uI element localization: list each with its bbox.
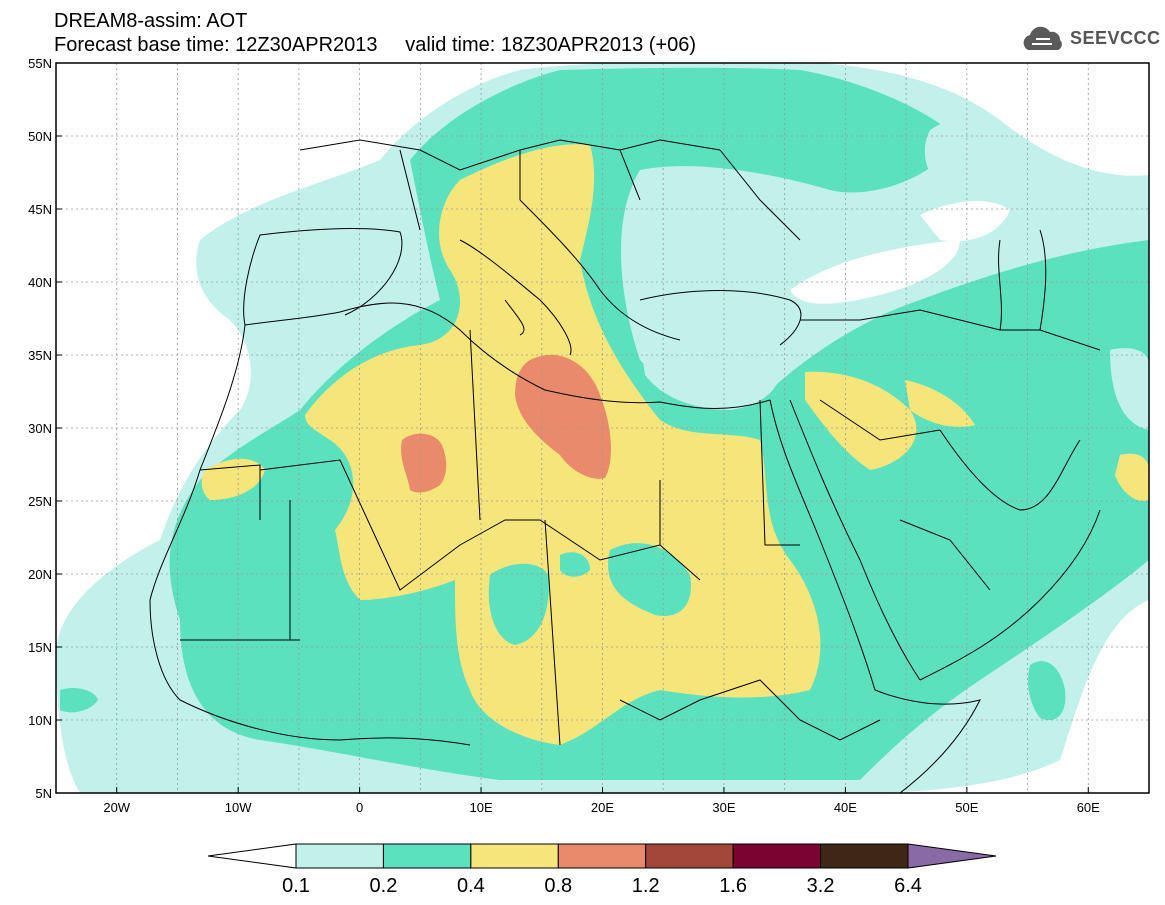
colorbar-label: 0.1 <box>282 875 310 897</box>
lon-tick-label: 20W <box>103 800 130 815</box>
lat-tick-label: 45N <box>28 202 52 217</box>
coastline-red-sea <box>769 399 921 691</box>
lat-tick-label: 30N <box>28 421 52 436</box>
colorbar-swatch <box>295 843 384 869</box>
aot-gap-central-asia <box>920 200 1010 242</box>
country-borders <box>149 139 1101 793</box>
aot-patch-gulf <box>905 380 975 427</box>
colorbar-label: 6.4 <box>894 875 922 897</box>
lat-tick-label: 25N <box>28 494 52 509</box>
coastline-italy <box>459 239 572 356</box>
lon-tick-label: 10E <box>469 800 492 815</box>
cloud-icon <box>1023 26 1062 50</box>
aot-hole-med <box>640 333 783 410</box>
aot-patch-arabia <box>805 371 917 470</box>
coastline-balkans <box>519 199 681 341</box>
colorbar-swatch <box>732 843 822 869</box>
lat-tick-label: 5N <box>35 786 52 801</box>
colorbar-swatch <box>557 843 647 869</box>
longitude-tick-labels: 20W 10W 0 10E 20E 30E 40E 50E 60E <box>103 787 1100 815</box>
seevccc-logo: SEEVCCC <box>1018 24 1161 56</box>
colorbar-label: 0.2 <box>370 875 398 897</box>
aot-patch-east-edge <box>1115 453 1149 501</box>
border-middle-east <box>800 309 1101 591</box>
lat-tick-label: 20N <box>28 567 52 582</box>
border-saharan <box>180 329 800 746</box>
lon-tick-label: 0 <box>356 800 363 815</box>
border-europe <box>299 139 801 241</box>
colorbar-swatch <box>470 843 559 869</box>
aot-hole-small <box>560 552 590 577</box>
aot-patch-guinea <box>60 688 98 713</box>
aot-hole-chad <box>488 563 549 645</box>
lat-tick-label: 10N <box>28 713 52 728</box>
colorbar-over-triangle <box>907 843 997 869</box>
lon-tick-label: 10W <box>225 800 252 815</box>
coastline-caspian <box>998 229 1047 331</box>
lon-tick-label: 30E <box>712 800 735 815</box>
colorbar-swatch <box>382 843 472 869</box>
aot-patch-west <box>201 458 265 500</box>
lon-tick-label: 20E <box>591 800 614 815</box>
colorbar-label: 1.6 <box>719 875 747 897</box>
lat-tick-label: 15N <box>28 640 52 655</box>
colorbar-under-triangle <box>207 843 297 869</box>
lon-tick-label: 50E <box>955 800 978 815</box>
colorbar-swatch <box>820 843 909 869</box>
lat-tick-label: 40N <box>28 275 52 290</box>
aot-contour-0.8-libya <box>515 354 612 479</box>
coastline-iberia <box>243 228 403 326</box>
colorbar: 0.1 0.2 0.4 0.8 1.2 1.6 3.2 6.4 <box>207 843 997 897</box>
coastline-turkey <box>639 290 802 346</box>
coastline-mediterranean <box>244 302 771 409</box>
latitude-tick-labels: 55N 50N 45N 40N 35N 30N 25N 20N 15N 10N 5N <box>28 56 62 801</box>
lat-tick-label: 50N <box>28 129 52 144</box>
coastline-west-africa <box>149 324 471 746</box>
forecast-time-line: Forecast base time: 12Z30APR2013 valid t… <box>54 34 697 56</box>
colorbar-label: 1.2 <box>632 875 660 897</box>
colorbar-label: 3.2 <box>807 875 835 897</box>
aot-gap-iberia-west <box>56 67 260 330</box>
colorbar-swatch <box>645 843 734 869</box>
aot-contour-0.8-algeria <box>401 433 447 493</box>
lat-tick-label: 55N <box>28 56 52 71</box>
border-east-africa <box>619 679 881 741</box>
coastline-horn <box>874 689 981 793</box>
colorbar-label: 0.4 <box>457 875 485 897</box>
coastline-arabia <box>919 429 1101 681</box>
lon-tick-label: 60E <box>1077 800 1100 815</box>
map-title: DREAM8-assim: AOT <box>54 10 248 32</box>
aot-patch-somalia <box>1028 661 1066 721</box>
aot-gap-iran <box>790 240 960 304</box>
aot-hole-east <box>1110 348 1149 430</box>
logo-text: SEEVCCC <box>1070 28 1161 48</box>
lon-tick-label: 40E <box>834 800 857 815</box>
grid-lines <box>56 63 1149 793</box>
colorbar-label: 0.8 <box>544 875 572 897</box>
lat-tick-label: 35N <box>28 348 52 363</box>
aot-hole-sudan <box>608 543 691 616</box>
